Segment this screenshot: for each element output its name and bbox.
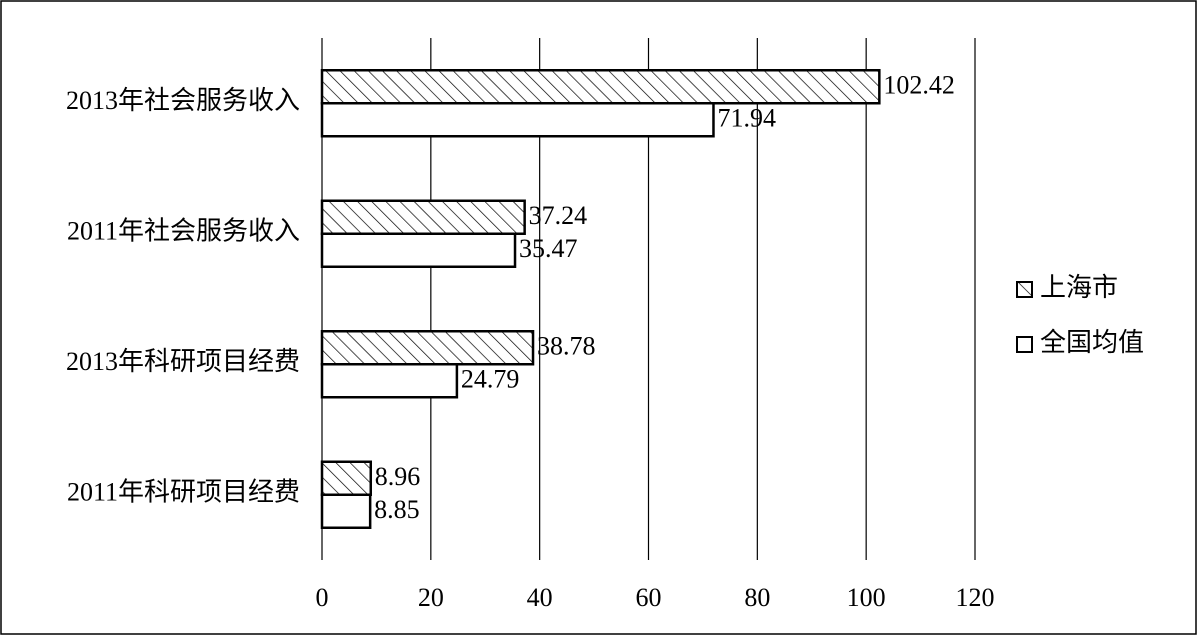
- y-tick-label: 2011年科研项目经费: [67, 478, 300, 507]
- value-label: 38.78: [537, 332, 596, 361]
- value-label: 8.85: [374, 495, 420, 524]
- value-label: 35.47: [519, 234, 578, 263]
- bar: [320, 330, 535, 366]
- bar: [320, 460, 373, 496]
- legend-swatch: [1016, 336, 1033, 353]
- bar: [320, 69, 881, 105]
- value-label: 24.79: [461, 365, 520, 394]
- y-tick-label: 2011年社会服务收入: [67, 217, 300, 246]
- y-tick-label: 2013年社会服务收入: [66, 86, 300, 115]
- bar: [320, 199, 526, 235]
- bar: [320, 232, 517, 268]
- x-tick-label: 60: [636, 583, 662, 612]
- bar: [320, 102, 715, 138]
- bar: [320, 363, 459, 399]
- x-tick-label: 120: [956, 583, 995, 612]
- value-label: 102.42: [883, 71, 955, 100]
- value-label: 71.94: [717, 104, 776, 133]
- legend-swatch: [1016, 281, 1033, 298]
- y-tick-label: 2013年科研项目经费: [66, 347, 300, 376]
- x-tick-label: 0: [316, 583, 329, 612]
- x-tick-label: 100: [847, 583, 886, 612]
- bar: [320, 493, 372, 529]
- legend-label: 全国均值: [1040, 328, 1144, 357]
- value-label: 8.96: [375, 462, 421, 491]
- x-tick-label: 20: [418, 583, 444, 612]
- x-tick-label: 40: [527, 583, 553, 612]
- legend-label: 上海市: [1040, 273, 1118, 302]
- x-tick-label: 80: [744, 583, 770, 612]
- value-label: 37.24: [529, 201, 588, 230]
